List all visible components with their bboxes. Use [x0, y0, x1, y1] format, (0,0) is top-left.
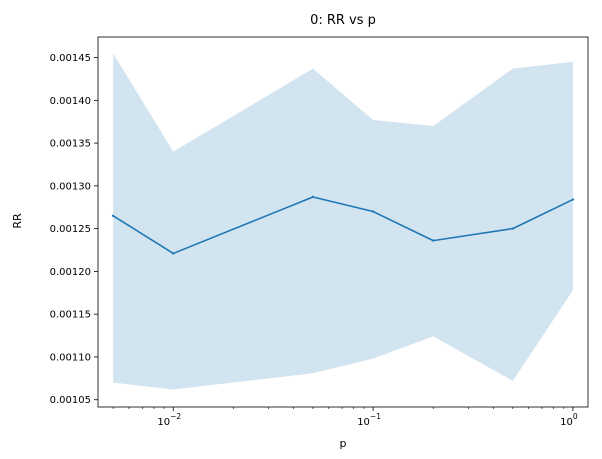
- data-point: [371, 210, 375, 213]
- x-axis-title: p: [340, 437, 347, 450]
- x-tick-label: 10−1: [357, 412, 381, 428]
- y-tick-label: 0.00145: [50, 53, 91, 64]
- data-point: [311, 195, 315, 199]
- data-point: [432, 239, 435, 242]
- x-tick-label: 10−2: [157, 412, 181, 428]
- y-tick-label: 0.00125: [50, 224, 91, 235]
- series-line-layer: [111, 195, 575, 255]
- y-tick-label: 0.00130: [50, 181, 91, 192]
- y-axis-ticks: 0.00105 0.00110 0.00115 0.00120 0.00125 0.001…: [50, 53, 98, 406]
- x-tick-label: 100: [560, 412, 578, 428]
- x-axis-ticks: 10−2 10−1 100: [112, 407, 578, 428]
- confidence-band-0: [113, 53, 573, 390]
- data-point: [511, 227, 514, 230]
- y-tick-label: 0.00110: [50, 352, 91, 363]
- y-tick-label: 0.00105: [50, 395, 91, 406]
- data-point: [111, 214, 115, 217]
- plot-frame: [97, 36, 589, 408]
- data-point: [172, 252, 175, 255]
- y-tick-label: 0.00120: [50, 267, 91, 278]
- y-tick-label: 0.00115: [50, 310, 91, 321]
- confidence-band-layer: [113, 53, 573, 390]
- y-tick-label: 0.00140: [50, 96, 91, 107]
- y-axis-title: RR: [11, 213, 24, 229]
- chart-title: 0: RR vs p: [310, 13, 376, 28]
- data-point: [571, 198, 575, 201]
- y-tick-label: 0.00135: [50, 139, 91, 150]
